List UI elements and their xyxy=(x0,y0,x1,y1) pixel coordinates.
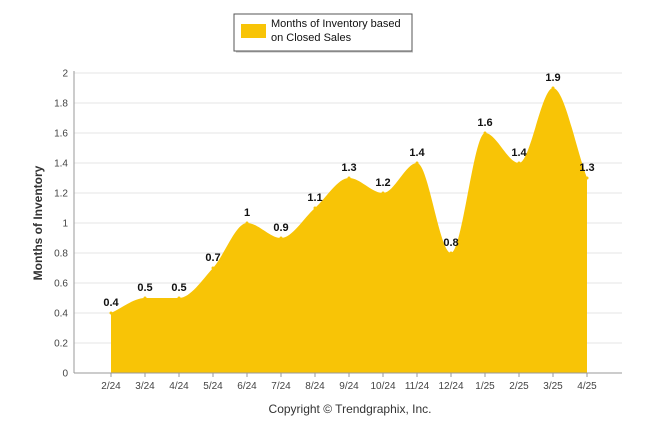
x-tick-label: 8/24 xyxy=(305,381,325,392)
data-point xyxy=(551,86,555,90)
data-label: 1.4 xyxy=(409,147,425,159)
x-tick-label: 3/25 xyxy=(543,381,563,392)
y-tick-label: 0.2 xyxy=(54,339,68,350)
x-tick-label: 4/24 xyxy=(169,381,189,392)
legend-swatch xyxy=(241,24,266,38)
data-label: 0.5 xyxy=(171,282,186,294)
y-tick-label: 1.4 xyxy=(54,159,68,170)
data-label: 1.3 xyxy=(341,162,356,174)
data-label: 1 xyxy=(244,207,250,219)
data-point xyxy=(517,161,521,165)
data-point xyxy=(381,191,385,195)
data-label: 0.9 xyxy=(273,222,288,234)
data-point xyxy=(415,161,419,165)
x-tick-label: 2/25 xyxy=(509,381,529,392)
y-tick-labels: 0 0.2 0.4 0.6 0.8 1 1.2 1.4 1.6 1.8 2 xyxy=(54,69,68,380)
data-label: 0.5 xyxy=(137,282,152,294)
axes xyxy=(73,71,622,374)
data-label: 1.6 xyxy=(477,117,492,129)
x-tick-label: 9/24 xyxy=(339,381,359,392)
y-tick-label: 1.8 xyxy=(54,99,68,110)
x-tick-label: 12/24 xyxy=(438,381,463,392)
y-tick-label: 0 xyxy=(62,369,68,380)
y-tick-label: 0.6 xyxy=(54,279,68,290)
data-point xyxy=(143,296,147,300)
x-tick-label: 11/24 xyxy=(405,381,430,392)
data-point xyxy=(245,221,249,225)
x-tick-label: 1/25 xyxy=(475,381,495,392)
data-point xyxy=(211,266,215,270)
data-point xyxy=(585,176,589,180)
data-label: 0.8 xyxy=(443,237,458,249)
data-point xyxy=(313,206,317,210)
area-fill xyxy=(111,88,587,373)
x-tick-label: 2/24 xyxy=(101,381,121,392)
legend-label-line-2: on Closed Sales xyxy=(271,32,352,44)
x-tick-label: 4/25 xyxy=(577,381,597,392)
x-tick-label: 7/24 xyxy=(271,381,291,392)
y-tick-label: 1.2 xyxy=(54,189,68,200)
data-label: 0.4 xyxy=(103,297,119,309)
legend-label-line-1: Months of Inventory based xyxy=(271,18,401,30)
area-series xyxy=(109,86,589,373)
data-label: 1.3 xyxy=(579,162,594,174)
data-label: 1.2 xyxy=(375,177,390,189)
x-tick-label: 5/24 xyxy=(203,381,223,392)
data-point xyxy=(449,251,453,255)
data-label: 1.9 xyxy=(545,72,560,84)
data-point xyxy=(483,131,487,135)
data-label: 1.1 xyxy=(307,192,322,204)
y-tick-label: 0.4 xyxy=(54,309,68,320)
x-tick-label: 10/24 xyxy=(370,381,395,392)
data-point xyxy=(279,236,283,240)
data-labels: 0.4 0.5 0.5 0.7 1 0.9 1.1 1.3 1.2 1.4 0.8 1.6 1.4 1.9… xyxy=(103,72,594,309)
data-label: 0.7 xyxy=(205,252,220,264)
x-tick-label: 3/24 xyxy=(135,381,155,392)
y-tick-label: 1.6 xyxy=(54,129,68,140)
data-point xyxy=(177,296,181,300)
copyright-footer: Copyright © Trendgraphix, Inc. xyxy=(269,402,432,416)
data-point xyxy=(347,176,351,180)
legend: Months of Inventory based on Closed Sale… xyxy=(233,13,413,53)
y-tick-label: 0.8 xyxy=(54,249,68,260)
y-axis-title: Months of Inventory xyxy=(31,165,45,280)
data-label: 1.4 xyxy=(511,147,527,159)
data-point xyxy=(109,311,113,315)
x-tick-labels: 2/24 3/24 4/24 5/24 6/24 7/24 8/24 9/24 10/24 11/… xyxy=(101,373,597,392)
x-tick-label: 6/24 xyxy=(237,381,257,392)
y-tick-label: 2 xyxy=(62,69,68,80)
y-tick-label: 1 xyxy=(62,219,68,230)
